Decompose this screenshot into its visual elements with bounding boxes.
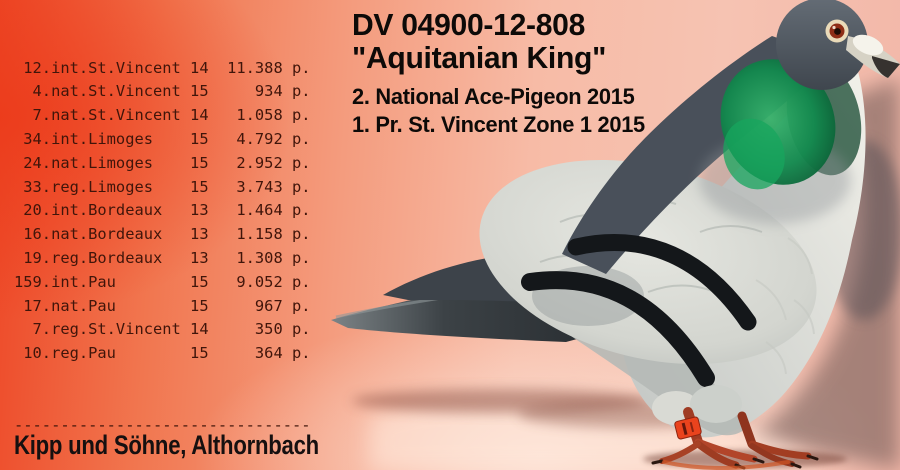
result-row: 20.int.Bordeaux 13 1.464 p. — [14, 201, 311, 220]
result-row: 19.reg.Bordeaux 13 1.308 p. — [14, 248, 311, 267]
wing-bar-lower — [521, 271, 715, 387]
pigeon-name: "Aquitanian King" — [352, 40, 607, 75]
result-row: 16.nat.Bordeaux 13 1.158 p. — [14, 225, 311, 244]
result-row: 159.int.Pau 15 9.052 p. — [14, 272, 311, 291]
neck-green-bright — [723, 118, 785, 190]
eye-highlight — [832, 25, 836, 30]
loft-name: Kipp und Söhne, Althornbach — [14, 430, 319, 460]
result-row: 7.reg.St.Vincent 14 350 p. — [14, 320, 311, 339]
achievement-1: 2. National Ace-Pigeon 2015 — [352, 84, 635, 109]
wing-bar-upper — [567, 234, 757, 331]
result-row: 7.nat.St.Vincent 14 1.058 p. — [14, 106, 311, 125]
pigeon — [331, 0, 900, 470]
result-row: 12.int.St.Vincent 14 11.388 p. — [14, 58, 311, 77]
result-row: 33.reg.Limoges 15 3.743 p. — [14, 177, 311, 196]
result-row: 10.reg.Pau 15 364 p. — [14, 344, 311, 363]
ring-number: DV 04900-12-808 — [352, 7, 586, 42]
result-row: 17.nat.Pau 15 967 p. — [14, 296, 311, 315]
leg-fluff-right — [690, 385, 742, 423]
ring-band — [674, 416, 702, 440]
result-row: 34.int.Limoges 15 4.792 p. — [14, 129, 311, 148]
achievement-2: 1. Pr. St. Vincent Zone 1 2015 — [352, 112, 645, 137]
eye-pupil — [834, 28, 841, 35]
title-block: DV 04900-12-808 "Aquitanian King" 2. Nat… — [352, 8, 645, 139]
race-results-panel: 12.int.St.Vincent 14 11.388 p. 4.nat.St.… — [14, 9, 311, 470]
legs-feet — [651, 385, 819, 470]
head — [776, 0, 868, 90]
wing-bars — [521, 234, 757, 387]
divider-dashed: -------------------------------- — [14, 415, 311, 434]
result-row: 4.nat.St.Vincent 15 934 p. — [14, 82, 311, 101]
chest-texture — [755, 237, 815, 375]
beak-tip — [872, 56, 900, 78]
cere — [852, 34, 884, 56]
result-row: 24.nat.Limoges 15 2.952 p. — [14, 153, 311, 172]
